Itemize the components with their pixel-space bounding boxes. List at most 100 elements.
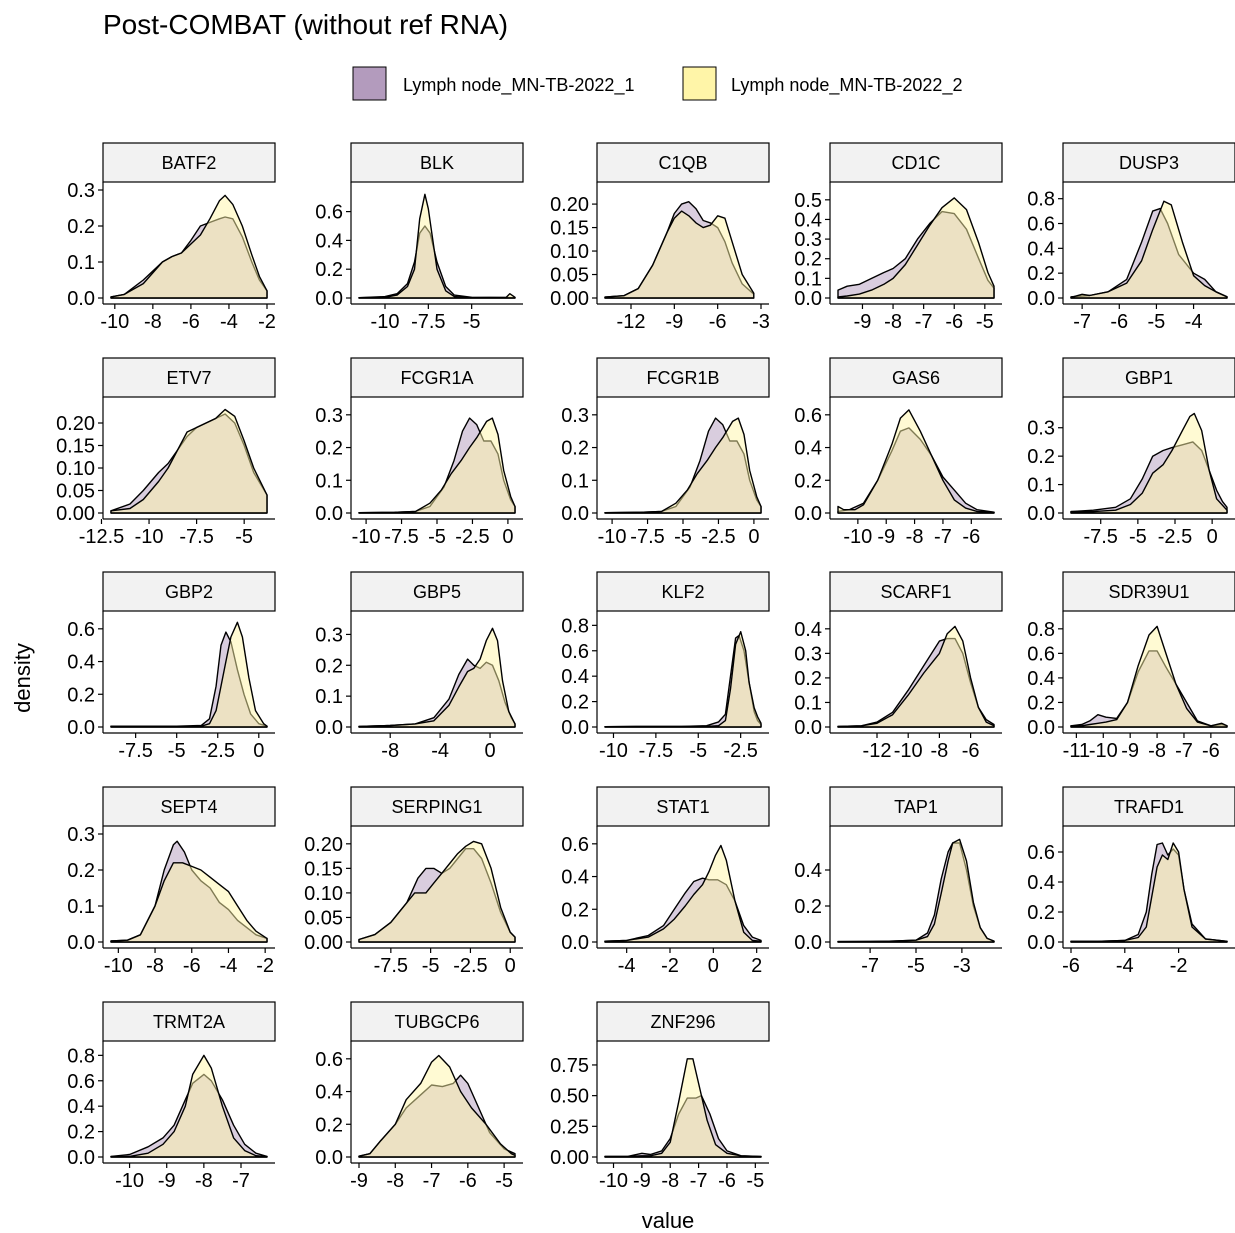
y-tick-label: 0.2 [67,684,95,706]
y-tick-label: 0.50 [550,1086,589,1108]
x-tick-label: -7.5 [118,740,152,762]
y-tick-label: 0.00 [304,932,343,954]
x-tick-label: -2 [258,311,276,333]
density-series-2 [604,1058,762,1158]
x-tick-label: -8 [884,311,902,333]
density-series-2 [604,210,755,299]
panel-batf2: BATF2 0.0 0.1 0.2 0.3 -10 -8 -6 -4 -2 [67,142,276,333]
facet-strip-label: FCGR1B [646,368,719,388]
y-tick-label: 0.0 [315,717,343,739]
y-tick-label: 0.3 [67,824,95,846]
x-tick-label: -5 [907,955,925,977]
y-tick-label: 0.10 [304,883,343,905]
y-tick-label: 0.2 [794,249,822,271]
x-tick-label: -4 [220,311,238,333]
y-tick-label: 0.20 [56,413,95,435]
y-tick-label: 0.25 [550,1116,589,1138]
facet-strip-label: FCGR1A [400,368,473,388]
legend-label-series-1: Lymph node_MN-TB-2022_1 [403,75,634,96]
x-tick-label: -7 [1175,740,1193,762]
x-tick-label: -5 [1129,526,1147,548]
facet-strip [829,357,1003,398]
y-tick-label: 0.05 [56,481,95,503]
x-tick-label: -7 [915,311,933,333]
legend-label-series-2: Lymph node_MN-TB-2022_2 [731,75,962,96]
panel-cd1c: CD1C 0.00.10.20.30.40.5 -9 -8 -7 -6 -5 [794,142,1003,333]
facet-strip-label: BLK [420,153,454,173]
y-tick-label: 0.3 [315,405,343,427]
x-tick-label: -6 [1110,311,1128,333]
y-tick-label: 0.3 [1027,418,1055,440]
y-tick-label: 0.0 [67,717,95,739]
facet-strip [350,1001,524,1042]
y-tick-label: 0.6 [315,202,343,224]
y-tick-label: 0.6 [561,834,589,856]
x-tick-label: -11 [1063,740,1090,762]
x-tick-label: -6 [709,311,727,333]
y-tick-label: 0.4 [561,867,589,889]
y-tick-label: 0.4 [1027,238,1055,260]
x-tick-label: -3 [752,311,770,333]
facet-strip-label: SERPING1 [391,797,482,817]
y-tick-label: 0.2 [561,692,589,714]
x-tick-label: -2 [1170,955,1188,977]
x-tick-label: -12.5 [79,526,125,548]
chart-title: Post-COMBAT (without ref RNA) [103,9,508,40]
y-tick-label: 0.2 [794,668,822,690]
y-tick-label: 0.6 [315,1049,343,1071]
density-series-2 [358,627,516,728]
x-tick-label: -10 [115,1170,144,1192]
x-tick-label: -10 [371,311,400,333]
x-tick-label: -10 [352,526,381,548]
x-tick-label: -5 [674,526,692,548]
y-tick-label: 0.2 [315,655,343,677]
y-tick-label: 0.1 [315,686,343,708]
y-tick-label: 0.3 [315,624,343,646]
y-tick-label: 0.4 [794,209,822,231]
y-tick-label: 0.8 [1027,189,1055,211]
x-tick-label: -6 [183,955,201,977]
facet-strip [102,1001,276,1042]
facet-strip [829,571,1003,612]
facet-strip-label: CD1C [891,153,940,173]
y-tick-label: 0.1 [67,252,95,274]
y-tick-label: 0.6 [561,641,589,663]
facet-strip [350,357,524,398]
density-series-2 [110,862,268,943]
facet-strip [829,786,1003,827]
x-tick-label: -2 [256,955,274,977]
x-tick-label: -7 [690,1170,708,1192]
y-tick-label: 0.2 [67,216,95,238]
y-tick-label: 0.2 [1027,263,1055,285]
legend-swatch-series-2 [682,66,717,101]
y-tick-label: 0.3 [794,643,822,665]
y-tick-label: 0.2 [561,438,589,460]
x-tick-label: -2.5 [201,740,235,762]
x-tick-label: -6 [945,311,963,333]
panel-etv7: ETV7 0.000.050.100.150.20 -12.5 -10 -7.5 -5 [56,357,276,548]
facet-strip-label: SCARF1 [880,582,951,602]
facet-strip [596,142,770,183]
x-tick-label: -10 [598,526,627,548]
y-tick-label: 0.15 [56,436,95,458]
y-tick-label: 0.0 [67,932,95,954]
y-tick-label: 0.00 [550,288,589,310]
y-tick-label: 0.1 [794,692,822,714]
facet-strip-label: GAS6 [892,368,940,388]
x-tick-label: -7 [861,955,879,977]
y-tick-label: 0.20 [304,834,343,856]
facet-strip [350,571,524,612]
facet-strip-label: GBP1 [1125,368,1173,388]
density-series-2 [358,1054,516,1158]
facet-strip [596,786,770,827]
facet-strip [1062,786,1235,827]
x-tick-label: -8 [661,1170,679,1192]
y-tick-label: 0.4 [794,860,822,882]
y-tick-label: 0.6 [1027,842,1055,864]
x-tick-label: -9 [1121,740,1139,762]
x-tick-label: -5 [495,1170,513,1192]
y-tick-label: 0.4 [67,652,95,674]
x-tick-label: -9 [633,1170,651,1192]
density-series-2 [110,621,268,728]
y-tick-label: 0.4 [1027,872,1055,894]
